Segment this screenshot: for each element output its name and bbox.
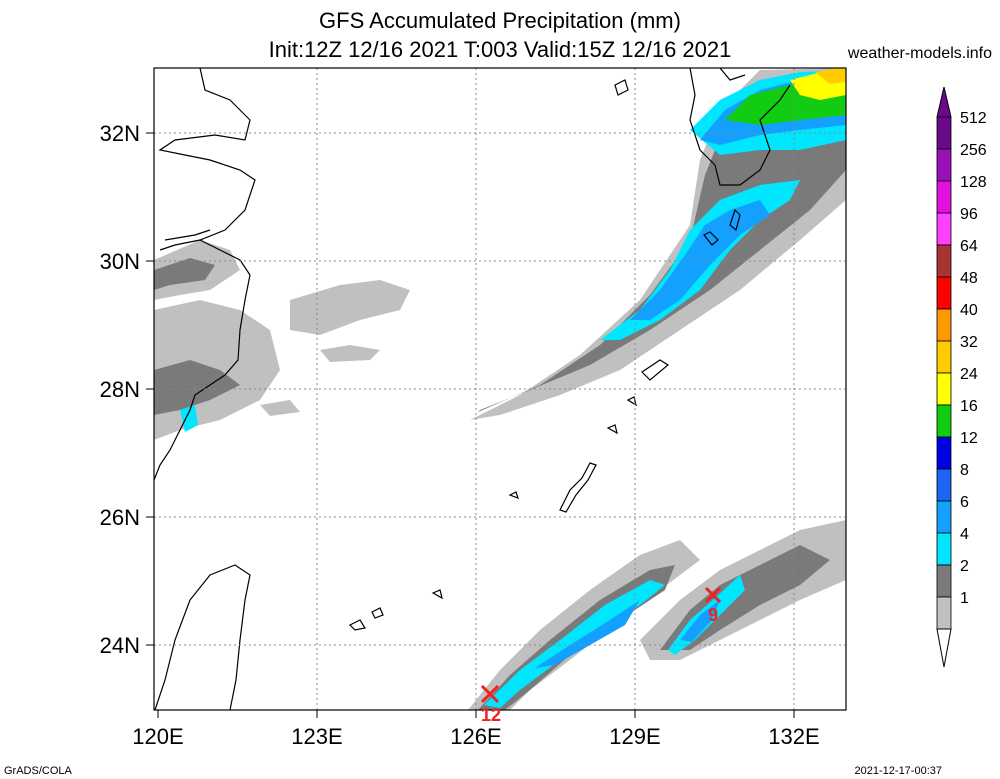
colorbar-label: 48	[960, 270, 978, 287]
colorbar-label: 16	[960, 398, 978, 415]
colorbar-swatch	[936, 596, 952, 630]
precip-area-s2-6mm	[680, 600, 720, 642]
marker-value: 12	[481, 705, 501, 725]
marker-value: 9	[708, 605, 718, 625]
colorbar-label: 64	[960, 238, 978, 255]
sakishima-islands	[348, 491, 519, 631]
x-mark-icon	[704, 586, 722, 604]
map-title: GFS Accumulated Precipitation (mm)	[319, 8, 681, 33]
precip-area-w2-4mm	[180, 405, 198, 432]
colorbar-label: 128	[960, 174, 987, 191]
map-subtitle: Init:12Z 12/16 2021 T:003 Valid:15Z 12/1…	[268, 37, 732, 62]
lat-label: 30N	[100, 249, 140, 274]
colorbar-label: 4	[960, 526, 969, 543]
precip-area-w1-2mm	[154, 258, 215, 290]
colorbar-label: 8	[960, 462, 969, 479]
precip-area-ne-6mm	[630, 200, 770, 320]
latitude-labels: 32N 30N 28N 26N 24N	[100, 121, 140, 658]
colorbar-swatch	[936, 148, 952, 182]
precip-area-w2-2mm	[154, 360, 240, 415]
lat-label: 28N	[100, 377, 140, 402]
lon-label: 132E	[768, 724, 819, 749]
marker-9: 9	[704, 586, 722, 625]
x-mark-icon	[480, 684, 500, 704]
lon-label: 126E	[450, 724, 501, 749]
kyushu-coast	[689, 68, 791, 186]
colorbar-swatch	[936, 564, 952, 598]
china-coast	[154, 68, 256, 481]
colorbar-swatch	[936, 116, 952, 150]
colorbar-label: 12	[960, 430, 978, 447]
lon-label: 123E	[291, 724, 342, 749]
footer-credit: GrADS/COLA	[4, 765, 72, 777]
coastlines	[154, 68, 791, 710]
colorbar-swatch	[936, 276, 952, 310]
lat-label: 24N	[100, 633, 140, 658]
colorbar-swatch	[936, 468, 952, 502]
precip-area-s1-6mm	[535, 600, 640, 668]
tanegashima-coast	[703, 231, 719, 246]
minor-islands	[606, 79, 637, 435]
colorbar-swatch	[936, 372, 952, 406]
lat-label: 26N	[100, 505, 140, 530]
grid-lines	[154, 68, 846, 710]
precip-area-w4	[320, 345, 380, 362]
colorbar-swatch	[936, 532, 952, 566]
colorbar-swatch	[936, 212, 952, 246]
lat-label: 32N	[100, 121, 140, 146]
precip-area-w5	[260, 400, 300, 416]
colorbar-label: 6	[960, 494, 969, 511]
colorbar-label: 256	[960, 142, 987, 159]
lon-label: 120E	[132, 724, 183, 749]
longitude-labels: 120E 123E 126E 129E 132E	[132, 724, 819, 749]
precip-area-ne-2mm	[478, 72, 846, 412]
colorbar-swatch	[936, 180, 952, 214]
axis-ticks	[146, 132, 795, 718]
amami-coast	[641, 359, 670, 381]
precip-area-ne-top-32mm	[815, 68, 846, 84]
colorbar-top-arrow	[936, 86, 952, 118]
marker-12: 12	[480, 684, 501, 725]
colorbar-label: 40	[960, 302, 978, 319]
colorbar-label: 1	[960, 590, 969, 607]
okinawa-coast	[559, 462, 597, 513]
colorbar-label: 24	[960, 366, 978, 383]
colorbar-swatch	[936, 404, 952, 438]
yakushima-coast	[729, 208, 741, 232]
colorbar-swatch	[936, 308, 952, 342]
colorbar-label: 96	[960, 206, 978, 223]
colorbar-swatch	[936, 244, 952, 278]
site-credit: weather-models.info	[847, 45, 992, 62]
colorbar-label: 512	[960, 110, 987, 127]
precip-area-w3	[290, 280, 410, 335]
colorbar-label: 32	[960, 334, 978, 351]
colorbar-swatch	[936, 340, 952, 374]
colorbar-swatch	[936, 436, 952, 470]
footer-timestamp: 2021-12-17-00:37	[854, 765, 942, 777]
colorbar-label: 2	[960, 558, 969, 575]
taiwan-coast	[154, 564, 251, 710]
colorbar-bottom-arrow	[936, 628, 952, 668]
colorbar-swatch	[936, 500, 952, 534]
lon-label: 129E	[609, 724, 660, 749]
